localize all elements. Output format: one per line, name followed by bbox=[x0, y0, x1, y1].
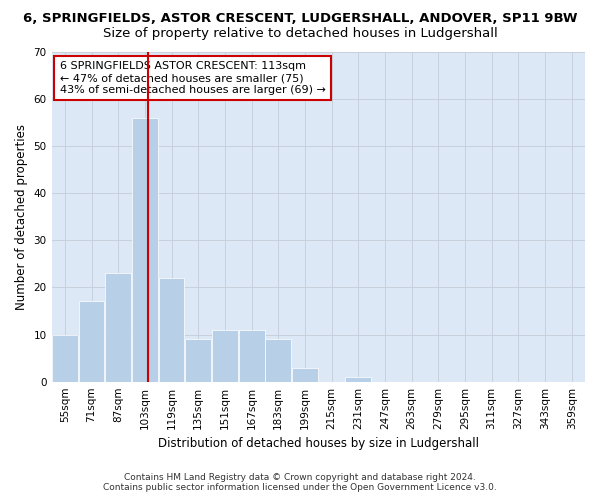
Bar bbox=[158, 278, 184, 382]
X-axis label: Distribution of detached houses by size in Ludgershall: Distribution of detached houses by size … bbox=[158, 437, 479, 450]
Bar bbox=[79, 302, 104, 382]
Text: 6 SPRINGFIELDS ASTOR CRESCENT: 113sqm
← 47% of detached houses are smaller (75)
: 6 SPRINGFIELDS ASTOR CRESCENT: 113sqm ← … bbox=[59, 62, 325, 94]
Text: Size of property relative to detached houses in Ludgershall: Size of property relative to detached ho… bbox=[103, 28, 497, 40]
Bar bbox=[185, 339, 211, 382]
Text: 6, SPRINGFIELDS, ASTOR CRESCENT, LUDGERSHALL, ANDOVER, SP11 9BW: 6, SPRINGFIELDS, ASTOR CRESCENT, LUDGERS… bbox=[23, 12, 577, 26]
Bar bbox=[239, 330, 265, 382]
Bar bbox=[292, 368, 318, 382]
Text: Contains HM Land Registry data © Crown copyright and database right 2024.
Contai: Contains HM Land Registry data © Crown c… bbox=[103, 473, 497, 492]
Bar bbox=[52, 334, 78, 382]
Bar bbox=[106, 273, 131, 382]
Y-axis label: Number of detached properties: Number of detached properties bbox=[15, 124, 28, 310]
Bar bbox=[265, 339, 291, 382]
Bar bbox=[346, 377, 371, 382]
Bar bbox=[132, 118, 158, 382]
Bar bbox=[212, 330, 238, 382]
